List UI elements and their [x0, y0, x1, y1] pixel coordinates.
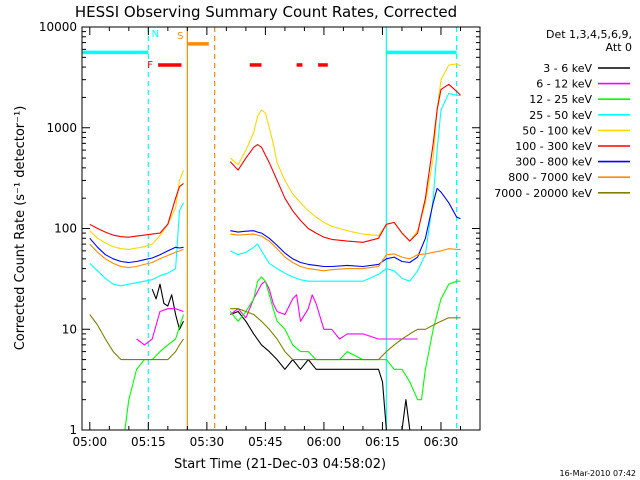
series-line-8 — [89, 308, 461, 361]
legend-entry-label: 6 - 12 keV — [536, 78, 592, 91]
axes: 1 10 100 1000 10000 05:00 05:15 05:30 05:45 06:00… — [39, 20, 481, 449]
series-line-6 — [89, 187, 461, 268]
y-tick-label: 1000 — [46, 121, 77, 135]
chart-title: HESSI Observing Summary Count Rates, Cor… — [75, 3, 457, 21]
y-tick-label: 10 — [62, 322, 77, 336]
y-tick-label: 10000 — [39, 20, 77, 34]
footer-timestamp: 16-Mar-2010 07:42 — [560, 469, 637, 478]
legend-entry-label: 3 - 6 keV — [543, 62, 592, 75]
flag-label: F — [147, 60, 153, 71]
observing-flags: N S F — [82, 29, 457, 71]
x-axis-label: Start Time (21-Dec-03 04:58:02) — [174, 457, 386, 472]
legend-entry-label: 100 - 300 keV — [515, 140, 592, 153]
series-lines — [89, 63, 461, 431]
x-tick-label: 05:45 — [248, 435, 283, 449]
series-line-4 — [89, 63, 461, 250]
legend: Det 1,3,4,5,6,9, Att 0 3 - 6 keV 6 - 12 k… — [494, 28, 632, 200]
legend-header-line-1: Det 1,3,4,5,6,9, — [546, 28, 632, 41]
x-tick-label: 05:00 — [73, 435, 108, 449]
y-tick-label: 1 — [69, 423, 77, 437]
series-line-3 — [89, 92, 461, 287]
legend-entry-label: 800 - 7000 keV — [508, 171, 592, 184]
legend-entry-label: 300 - 800 keV — [515, 156, 592, 169]
x-tick-label: 06:30 — [424, 435, 459, 449]
legend-entry-label: 12 - 25 keV — [529, 93, 592, 106]
x-tick-label: 06:15 — [365, 435, 400, 449]
series-line-7 — [89, 233, 461, 272]
legend-header-line-2: Att 0 — [606, 41, 632, 54]
legend-entry-label: 50 - 100 keV — [522, 124, 592, 137]
x-tick-label: 06:00 — [307, 435, 342, 449]
flag-label: S — [177, 31, 183, 42]
x-tick-label: 05:30 — [190, 435, 225, 449]
legend-entry-label: 25 - 50 keV — [529, 109, 592, 122]
x-tick-label: 05:15 — [131, 435, 166, 449]
legend-entry-label: 7000 - 20000 keV — [494, 187, 592, 200]
flag-label: N — [152, 29, 159, 40]
y-axis-label: Corrected Count Rate (s⁻¹ detector⁻¹) — [13, 106, 28, 351]
series-line-5 — [89, 83, 461, 243]
vertical-markers — [147, 27, 458, 430]
series-line-1 — [136, 280, 418, 346]
y-tick-label: 100 — [54, 222, 77, 236]
